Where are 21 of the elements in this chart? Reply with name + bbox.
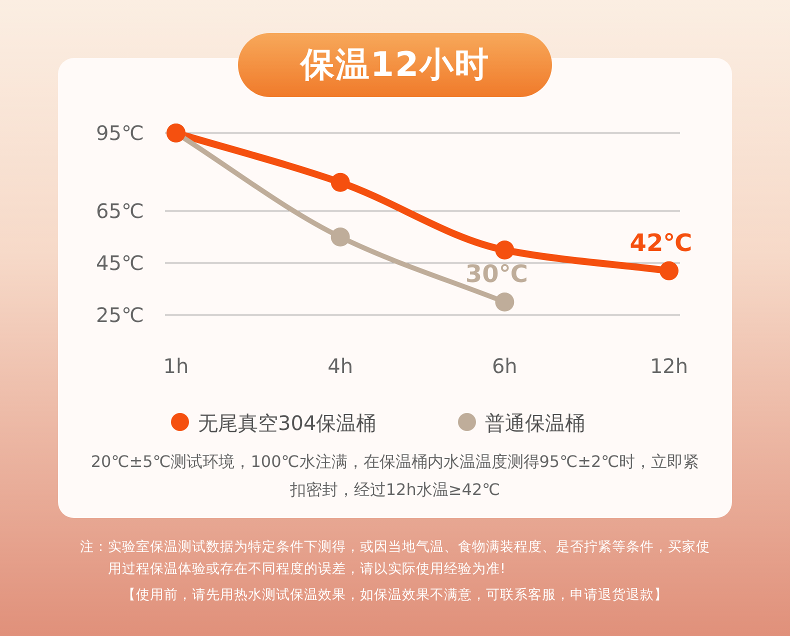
- data-label: 42℃: [630, 228, 692, 257]
- point: [495, 292, 514, 312]
- x-tick-label: 4h: [328, 354, 354, 378]
- legend-label: 无尾真空304保温桶: [198, 411, 376, 435]
- x-tick-label: 1h: [163, 354, 189, 378]
- point: [495, 240, 514, 260]
- text: 注：实验室保温测试数据为特定条件下测得，或因当地气温、食物满装程度、是否拧紧等条件，买家使用过程保温体验或存在不同程度的误差，请以实际使用经验为准!: [80, 538, 710, 579]
- y-tick-label: 25℃: [96, 303, 144, 327]
- text: 【使用前，请先用热水测试保温效果，如保温效果不满意，可联系客服，申请退货退款】: [121, 586, 669, 605]
- legend-label: 普通保温桶: [485, 411, 585, 435]
- point: [330, 172, 350, 192]
- data-label: 30℃: [465, 260, 528, 288]
- x-tick-label: 12h: [650, 354, 688, 378]
- y-tick-label: 65℃: [96, 199, 144, 223]
- point: [330, 228, 350, 246]
- text: 20℃±5℃测试环境，100℃水注满，在保温桶内水温温度测得95℃±2℃时，立即紧扣密封，经过12h水温≥42℃: [90, 451, 700, 501]
- y-tick-label: 45℃: [96, 251, 144, 275]
- y-tick-label: 95℃: [96, 121, 144, 145]
- chart-title: 保温12小时: [238, 33, 552, 97]
- x-tick-label: 6h: [492, 354, 518, 378]
- point: [660, 261, 678, 280]
